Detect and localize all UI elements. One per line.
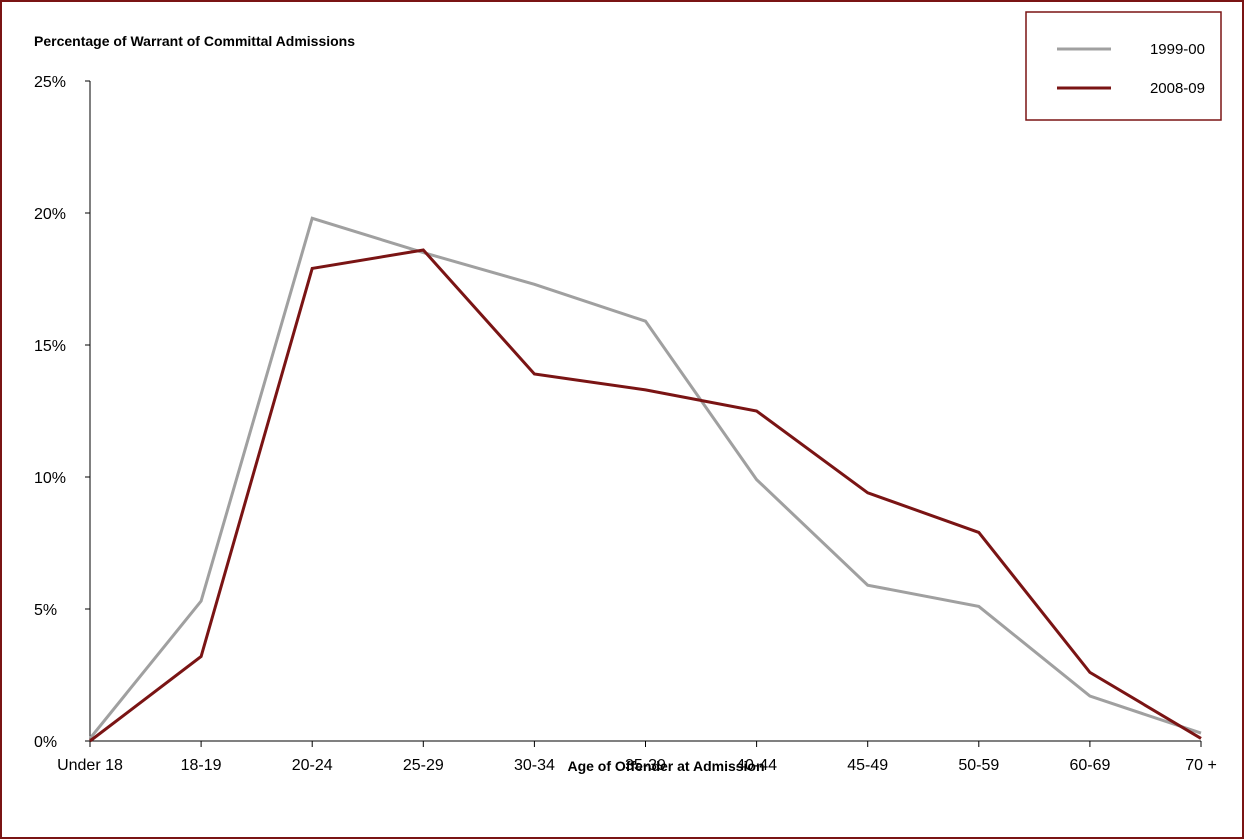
y-tick-label: 0% bbox=[34, 734, 57, 751]
y-tick-label: 20% bbox=[34, 206, 66, 223]
series-lines bbox=[88, 216, 1202, 743]
x-tick-label: 70 + bbox=[1185, 757, 1217, 774]
x-axis: Under 18 18-19 20-24 25-29 30-34 35-39 40-44 45… bbox=[57, 740, 1217, 774]
x-tick-label: 30-34 bbox=[514, 757, 555, 774]
y-tick-label: 10% bbox=[34, 470, 66, 487]
x-tick-label: 18-19 bbox=[181, 757, 222, 774]
legend-box bbox=[1025, 11, 1222, 121]
y-tick-label: 5% bbox=[34, 602, 57, 619]
chart-title: Percentage of Warrant of Committal Admis… bbox=[34, 33, 355, 49]
x-tick-label: 50-59 bbox=[958, 757, 999, 774]
x-tick-label: Under 18 bbox=[57, 757, 123, 774]
legend-label-2008-09: 2008-09 bbox=[1150, 80, 1205, 97]
x-tick-label: 40-44 bbox=[736, 757, 777, 774]
y-tick-label: 15% bbox=[34, 338, 66, 355]
x-tick-label: 25-29 bbox=[403, 757, 444, 774]
x-tick-label: 60-69 bbox=[1069, 757, 1110, 774]
x-tick-label: 35-39 bbox=[625, 757, 666, 774]
y-axis: 0% 5% 10% 15% 20% 25% bbox=[34, 74, 91, 751]
series-line-1999-00 bbox=[88, 216, 1202, 740]
x-axis-title: Age of Offender at Admission bbox=[567, 758, 764, 774]
x-tick-label: 45-49 bbox=[847, 757, 888, 774]
x-tick-label: 20-24 bbox=[292, 757, 333, 774]
legend: 1999-00 2008-09 bbox=[1025, 11, 1222, 121]
y-tick-label: 25% bbox=[34, 74, 66, 91]
legend-label-1999-00: 1999-00 bbox=[1150, 41, 1205, 58]
series-line-2008-09 bbox=[89, 248, 1202, 743]
